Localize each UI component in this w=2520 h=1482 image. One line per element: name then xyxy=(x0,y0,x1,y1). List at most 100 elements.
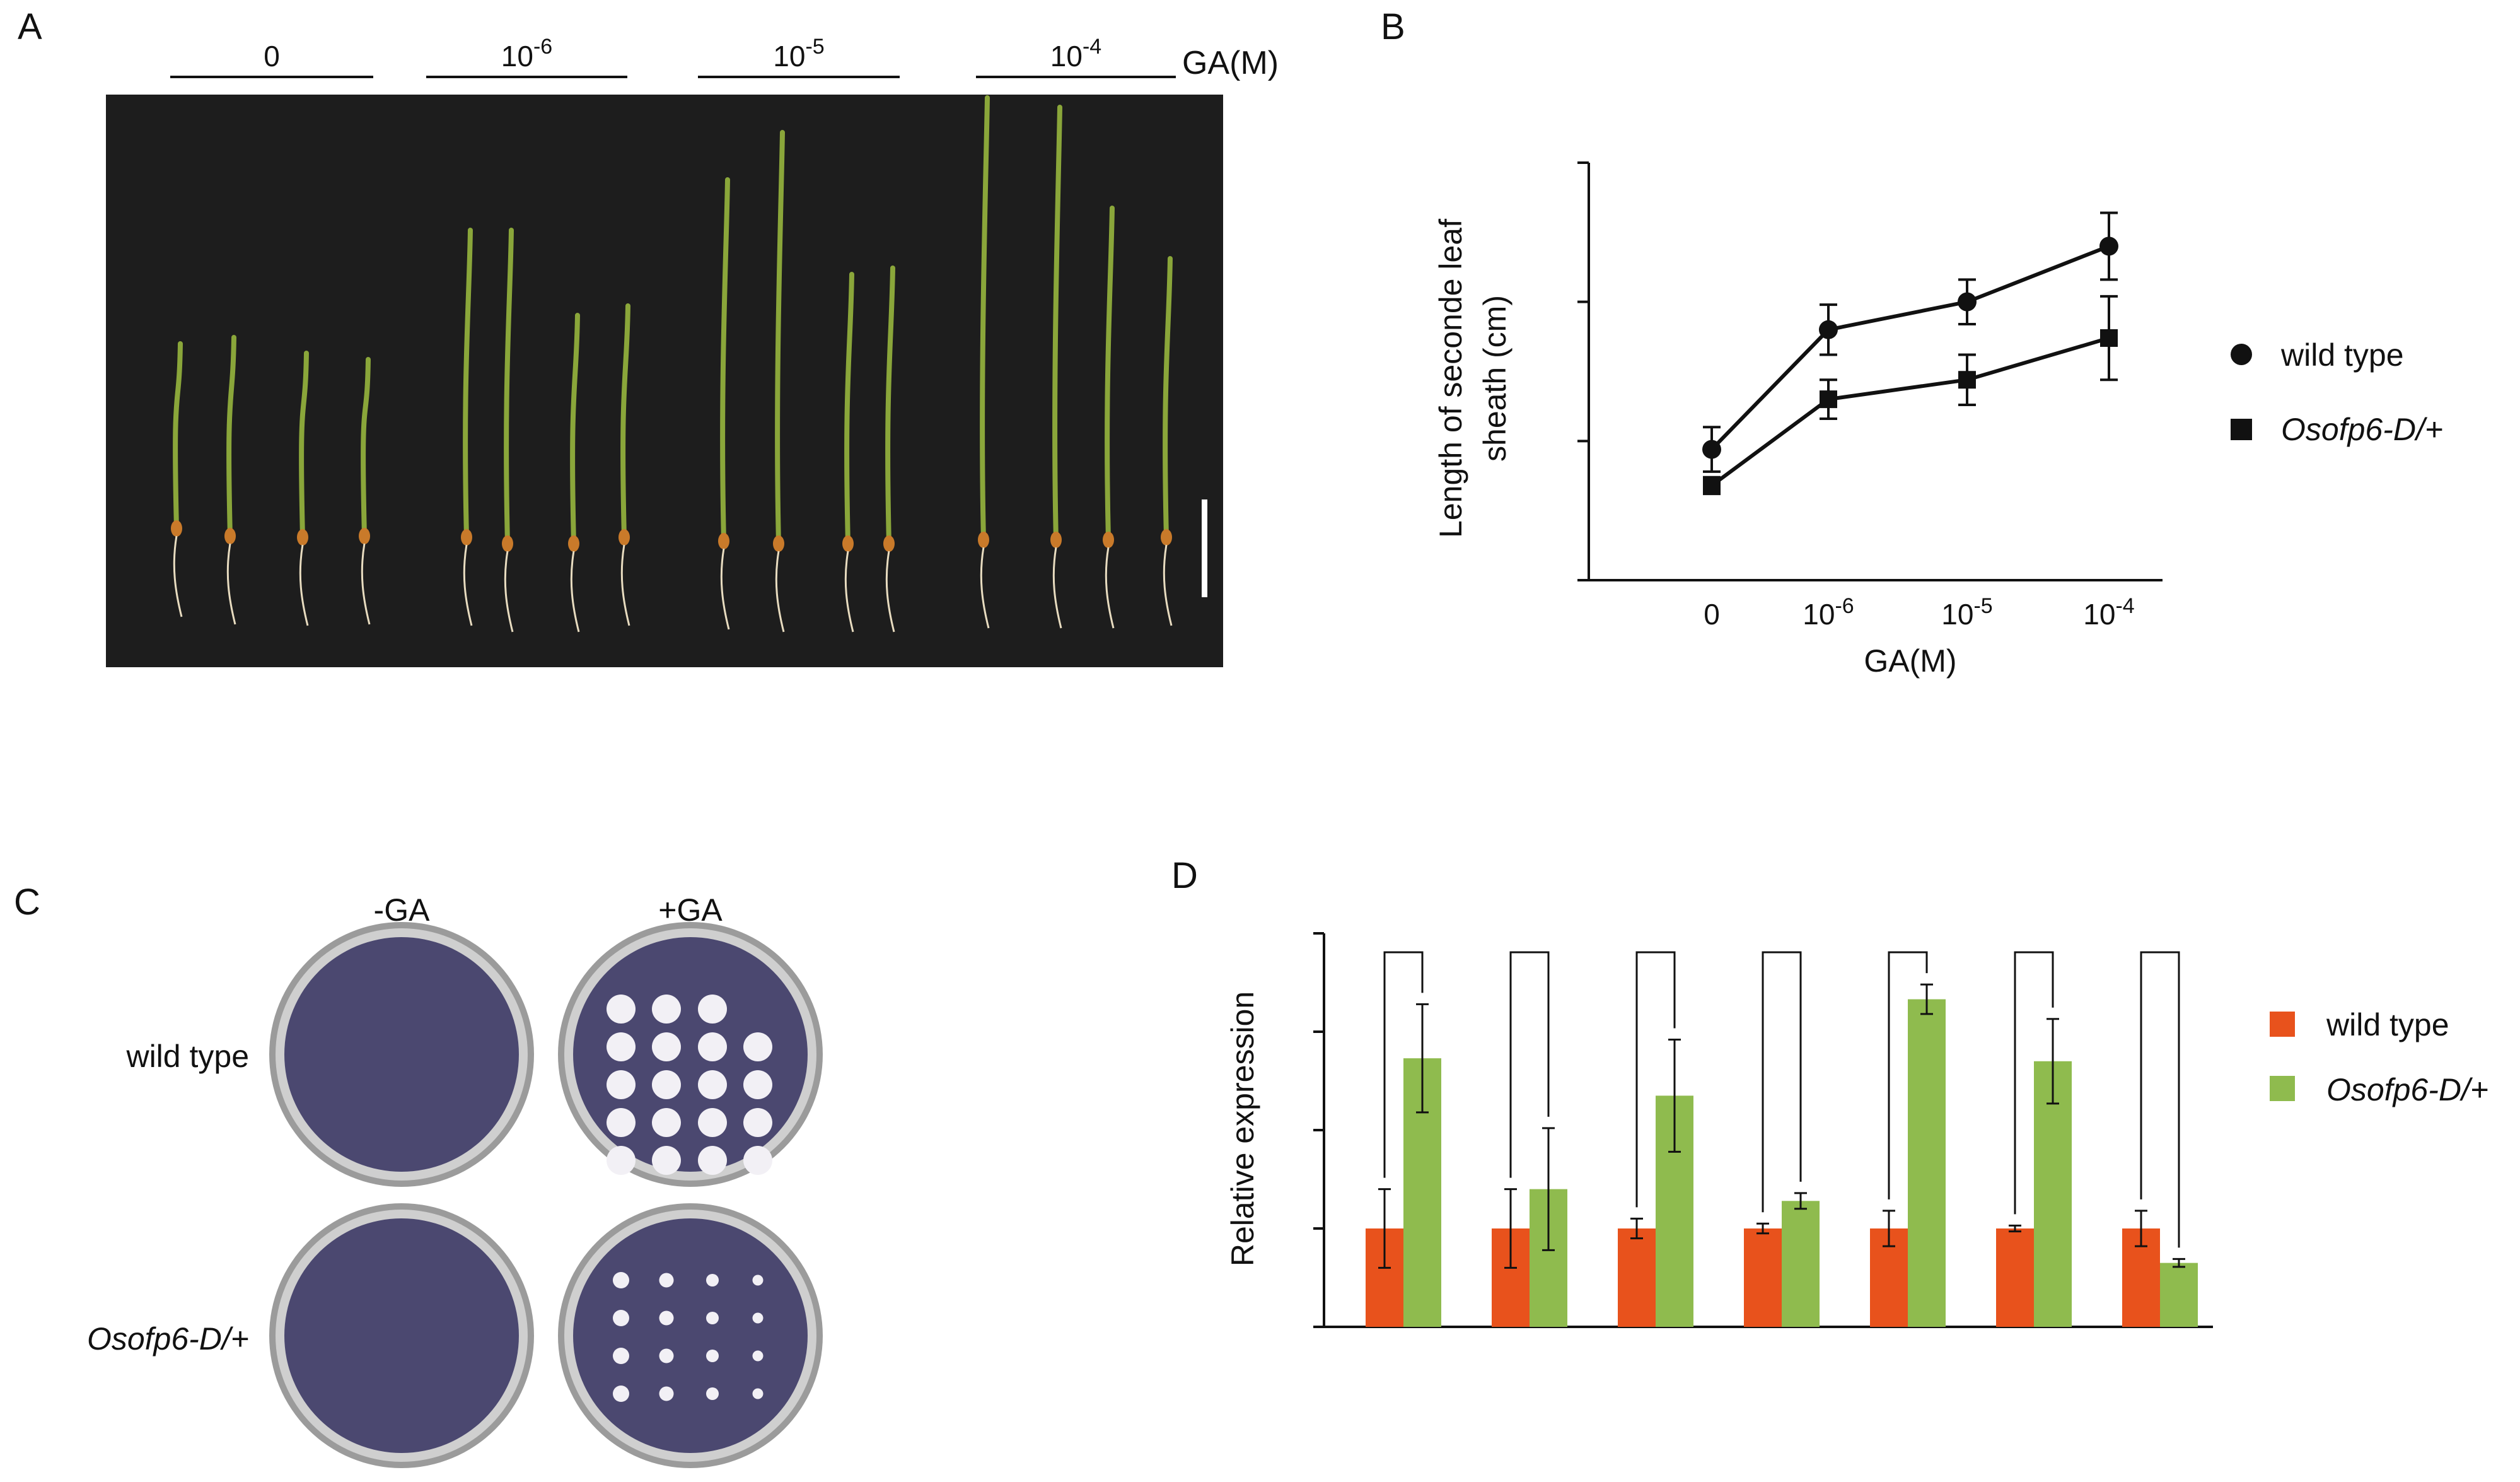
y-axis-label-line2: sheath (cm) xyxy=(1477,295,1513,462)
seedling-root xyxy=(885,551,895,633)
legend-mutant-marker xyxy=(2231,419,2252,440)
yeast-colony xyxy=(659,1386,674,1401)
seedling-group xyxy=(171,95,1173,633)
yeast-colony xyxy=(613,1348,629,1364)
seedling-root xyxy=(1052,547,1062,629)
series-group xyxy=(1702,211,2118,496)
concentration-exponent: -5 xyxy=(805,35,824,59)
seedling-root xyxy=(173,535,183,617)
yeast-colony xyxy=(613,1310,629,1326)
x-tick-base: 0 xyxy=(1704,598,1720,631)
panel-d-bar-chart: Relative expression wild type Osofp6-D/+ xyxy=(1225,932,2488,1328)
x-tick-label: 10-4 xyxy=(2083,594,2134,631)
seedling-shoot xyxy=(885,265,895,546)
significance-bracket xyxy=(1509,951,1550,1178)
panel-label-d: D xyxy=(1171,855,1198,896)
seedling-seed xyxy=(568,535,579,552)
significance-group xyxy=(1383,951,2180,1248)
seedling-seed xyxy=(1103,532,1114,548)
bar-mutant xyxy=(2160,1263,2198,1327)
seedling-seed xyxy=(224,528,236,544)
concentration-label: 0 xyxy=(264,40,280,73)
yeast-colony xyxy=(706,1350,719,1362)
series-line-wild-type xyxy=(1710,244,2110,451)
seedling-root xyxy=(844,551,854,633)
x-axis-label: GA(M) xyxy=(1864,643,1956,679)
seedling-shoot xyxy=(720,177,730,544)
seedling-seed xyxy=(359,528,370,544)
yeast-colony xyxy=(752,1350,764,1362)
legend-mutant-label: Osofp6-D/+ xyxy=(2326,1072,2488,1107)
yeast-colony xyxy=(652,995,681,1024)
data-point-wild-type xyxy=(1819,320,1838,339)
x-tick-label: 10-5 xyxy=(1941,594,1992,631)
seedling-seed xyxy=(718,533,729,549)
concentration-base: 10 xyxy=(773,40,805,73)
yeast-colony xyxy=(743,1146,772,1175)
legend-mutant-label: Osofp6-D/+ xyxy=(2281,412,2443,447)
seedling-seed xyxy=(773,535,784,552)
seedling-photo xyxy=(106,95,1223,667)
yeast-colony xyxy=(743,1070,772,1099)
bar-wild-type xyxy=(1744,1228,1782,1327)
data-point-mutant xyxy=(1703,476,1721,494)
seedling-shoot xyxy=(226,335,236,539)
yeast-colony xyxy=(706,1312,719,1324)
seedling-root xyxy=(620,544,630,626)
seedling-shoot xyxy=(1163,256,1173,540)
yeast-colony xyxy=(743,1032,772,1061)
series-line-mutant xyxy=(1710,336,2110,487)
yeast-colony xyxy=(698,1108,727,1137)
yeast-colony xyxy=(698,1070,727,1099)
yeast-colony xyxy=(659,1348,674,1363)
ga-header-label: GA(M) xyxy=(1182,45,1279,81)
seedling-shoot xyxy=(299,351,309,540)
seedling-root xyxy=(361,543,371,625)
concentration-exponent: -4 xyxy=(1083,35,1101,59)
petri-dish-medium xyxy=(573,937,808,1172)
yeast-colony xyxy=(743,1108,772,1137)
yeast-colony xyxy=(607,1032,636,1061)
legend-wild-type-label: wild type xyxy=(2280,337,2404,373)
panel-c-plates: -GA +GA wild type Osofp6-D/+ xyxy=(87,892,823,1468)
seedling-shoot xyxy=(463,228,473,540)
seedling-root xyxy=(226,543,236,625)
yeast-colony xyxy=(607,1146,636,1175)
seedling-shoot xyxy=(844,272,854,546)
data-point-mutant xyxy=(1820,390,1837,409)
yeast-colony xyxy=(659,1310,674,1326)
y-axis-label-line1: Length of seconde leaf xyxy=(1433,219,1468,538)
concentration-label: 10-5 xyxy=(773,35,824,73)
data-point-mutant xyxy=(1958,371,1976,389)
plate-group xyxy=(269,922,823,1468)
yeast-colony xyxy=(752,1275,764,1286)
significance-bracket xyxy=(2140,951,2180,1248)
bar-wild-type xyxy=(1996,1228,2034,1327)
seedling-seed xyxy=(171,520,182,537)
significance-bracket xyxy=(1635,951,1676,1208)
y-axis-label: Relative expression xyxy=(1225,991,1260,1266)
x-tick-label: 0 xyxy=(1704,598,1720,631)
bar-wild-type xyxy=(1618,1228,1656,1327)
yeast-colony xyxy=(698,1146,727,1175)
yeast-colony xyxy=(652,1108,681,1137)
seedling-seed xyxy=(502,535,513,552)
panel-label-b: B xyxy=(1381,6,1405,47)
seedling-seed xyxy=(978,532,989,548)
x-tick-exponent: -5 xyxy=(1973,594,1992,618)
scale-bar xyxy=(1202,499,1207,597)
ga-concentration-header: 0 10-6 10-5 10-4 xyxy=(170,35,1176,78)
bar-mutant xyxy=(1908,999,1946,1327)
x-tick-exponent: -6 xyxy=(1835,594,1854,618)
concentration-base: 10 xyxy=(1050,40,1083,73)
seedling-shoot xyxy=(775,130,785,546)
yeast-colony xyxy=(607,995,636,1024)
panel-a-seedlings: 0 10-6 10-5 10-4 GA(M) xyxy=(106,35,1279,667)
data-point-wild-type xyxy=(2099,236,2118,256)
seedling-shoot xyxy=(570,313,580,546)
data-point-wild-type xyxy=(1702,440,1721,459)
y-ticks xyxy=(1577,161,1589,581)
seedling-seed xyxy=(1050,532,1062,548)
concentration-exponent: -6 xyxy=(533,35,552,59)
